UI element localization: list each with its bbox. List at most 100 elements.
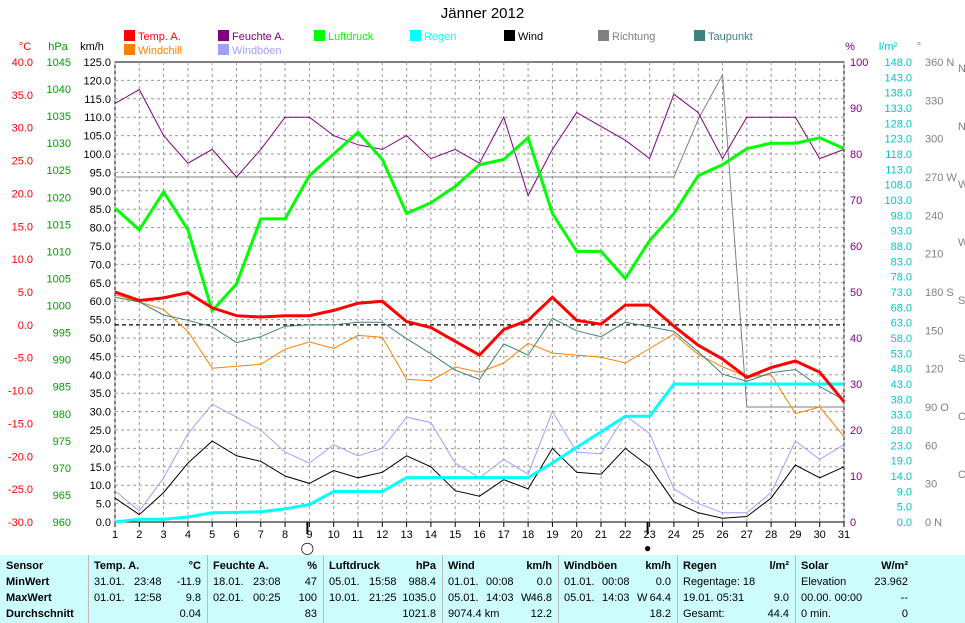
stats-panel-temp: Temp. A. °C 31.01. 23:48 -11.9 01.01. 12…	[89, 555, 208, 623]
stats-gust-max-date: 05.01.	[564, 592, 595, 604]
speed-tick-label: 40.0	[90, 370, 111, 382]
speed-tick-label: 60.0	[90, 296, 111, 308]
legend-label: Regen	[424, 31, 457, 43]
x-tick-label: 9	[306, 529, 312, 541]
direction-tick-label: 150	[925, 325, 943, 337]
x-tick-label: 2	[136, 529, 142, 541]
stats-temp-max-date: 01.01.	[94, 592, 125, 604]
x-tick-label: 8	[282, 529, 288, 541]
stats-rain-total-label: Gesamt:	[683, 608, 725, 620]
stats-gust-header: Windböen	[564, 560, 618, 572]
stats-rain-unit: l/m²	[769, 560, 789, 572]
pressure-tick-label: 1015	[47, 219, 71, 231]
x-tick-label: 14	[425, 529, 437, 541]
x-tick-label: 4	[185, 529, 191, 541]
speed-axis-unit: km/h	[80, 41, 104, 53]
x-tick-label: 19	[546, 529, 558, 541]
x-tick-label: 16	[473, 529, 485, 541]
direction-side-label: W	[958, 179, 965, 191]
stats-panel-sensor: Sensor MinWert MaxWert Durchschnitt	[0, 555, 89, 623]
stats-wind-avg-value: 12.2	[530, 608, 552, 620]
speed-tick-label: 120.0	[83, 75, 111, 87]
stats-wind-unit: km/h	[526, 560, 552, 572]
rain-tick-label: 0.0	[897, 517, 912, 529]
humidity-axis-unit: %	[845, 41, 855, 53]
speed-tick-label: 90.0	[90, 186, 111, 198]
stats-rain-max-value: 9.0	[773, 592, 789, 604]
stats-wind-max-direction: W	[521, 592, 532, 604]
stats-press-max-time: 21:25	[369, 592, 397, 604]
pressure-tick-label: 1040	[47, 84, 71, 96]
stats-panel-pressure: Luftdruck hPa 05.01. 15:58 988.4 10.01. …	[324, 555, 443, 623]
x-tick-label: 28	[765, 529, 777, 541]
speed-tick-label: 110.0	[84, 112, 111, 124]
x-tick-label: 3	[161, 529, 167, 541]
pressure-tick-label: 1020	[47, 192, 71, 204]
humidity-tick-label: 90	[850, 103, 862, 115]
temp-tick-label: 5.0	[18, 287, 33, 299]
series-line-windchill	[114, 294, 845, 437]
speed-tick-label: 65.0	[90, 278, 111, 290]
speed-tick-label: 105.0	[83, 131, 111, 143]
rain-tick-label: 73.0	[891, 287, 912, 299]
stats-gust-min-time: 00:08	[602, 576, 630, 588]
x-tick-label: 10	[328, 529, 340, 541]
pressure-tick-label: 1010	[47, 246, 71, 258]
series-line-temp-a	[114, 290, 846, 403]
pressure-axis-unit: hPa	[48, 41, 68, 53]
humidity-tick-label: 60	[850, 241, 862, 253]
stats-hum-min-date: 18.01.	[213, 576, 244, 588]
stats-gust-min-value: 0.0	[655, 576, 671, 588]
stats-temp-header: Temp. A.	[94, 560, 140, 572]
stats-temp-min-value: -11.9	[176, 576, 201, 588]
x-tick-label: 6	[233, 529, 239, 541]
chart-grid	[114, 62, 845, 522]
humidity-tick-label: 100	[850, 57, 868, 69]
pressure-tick-label: 1025	[47, 165, 71, 177]
chart-axes: 1 2 3 4 5 6 7 8 9 10 11 12 13 14 15 16 17 18 19 20 21 22 23 24 2…	[8, 41, 965, 541]
rain-tick-label: 5.0	[897, 502, 912, 514]
weather-chart: 1 2 3 4 5 6 7 8 9 10 11 12 13 14 15 16 17 18 19 20 21 22 23 24 2…	[8, 41, 965, 555]
direction-tick-label: 360 N	[925, 57, 954, 69]
stats-gust-min-date: 01.01.	[564, 576, 595, 588]
direction-side-label: S	[958, 353, 965, 365]
pressure-tick-label: 1000	[47, 301, 71, 313]
stats-max-label: MaxWert	[6, 592, 52, 604]
legend-swatch	[218, 44, 229, 55]
speed-tick-label: 70.0	[90, 259, 111, 271]
stats-gust-max-direction: W	[637, 592, 648, 604]
stats-hum-unit: %	[307, 560, 317, 572]
x-tick-label: 24	[668, 529, 680, 541]
stats-temp-min-time: 23:48	[134, 576, 162, 588]
stats-rain-total-value: 44.4	[767, 608, 789, 620]
stats-panel-solar: Solar W/m² Elevation 23.962 00.00. 00:00…	[796, 555, 914, 623]
rain-tick-label: 113.0	[885, 164, 912, 176]
stats-hum-max-date: 02.01.	[213, 592, 244, 604]
stats-hum-avg-value: 83	[304, 608, 317, 620]
direction-tick-label: 270 W	[925, 172, 957, 184]
temp-tick-label: 20.0	[12, 188, 33, 200]
speed-tick-label: 25.0	[90, 425, 111, 437]
stats-hum-max-time: 00:25	[253, 592, 281, 604]
stats-wind-min-time: 00:08	[486, 576, 514, 588]
rain-tick-label: 28.0	[891, 425, 912, 437]
humidity-tick-label: 10	[850, 471, 862, 483]
stats-rain-max-datetime: 19.01. 05:31	[683, 592, 745, 604]
pressure-tick-label: 985	[53, 382, 71, 394]
stats-hum-header: Feuchte A.	[213, 560, 269, 572]
legend-item: Wind	[504, 30, 543, 43]
direction-tick-label: 180 S	[925, 287, 954, 299]
stats-solar-elevation-value: 23.962	[874, 576, 908, 588]
stats-rain-header: Regen	[683, 560, 717, 572]
rain-tick-label: 33.0	[891, 410, 912, 422]
speed-tick-label: 55.0	[90, 315, 111, 327]
legend-item: Windböen	[218, 44, 282, 57]
rain-tick-label: 138.0	[884, 88, 912, 100]
x-tick-label: 22	[619, 529, 631, 541]
x-tick-label: 20	[571, 529, 583, 541]
rain-tick-label: 78.0	[891, 272, 912, 284]
rain-tick-label: 128.0	[884, 118, 912, 130]
rain-tick-label: 148.0	[884, 57, 912, 69]
pressure-tick-label: 1035	[47, 111, 71, 123]
temp-tick-label: 10.0	[12, 254, 33, 266]
